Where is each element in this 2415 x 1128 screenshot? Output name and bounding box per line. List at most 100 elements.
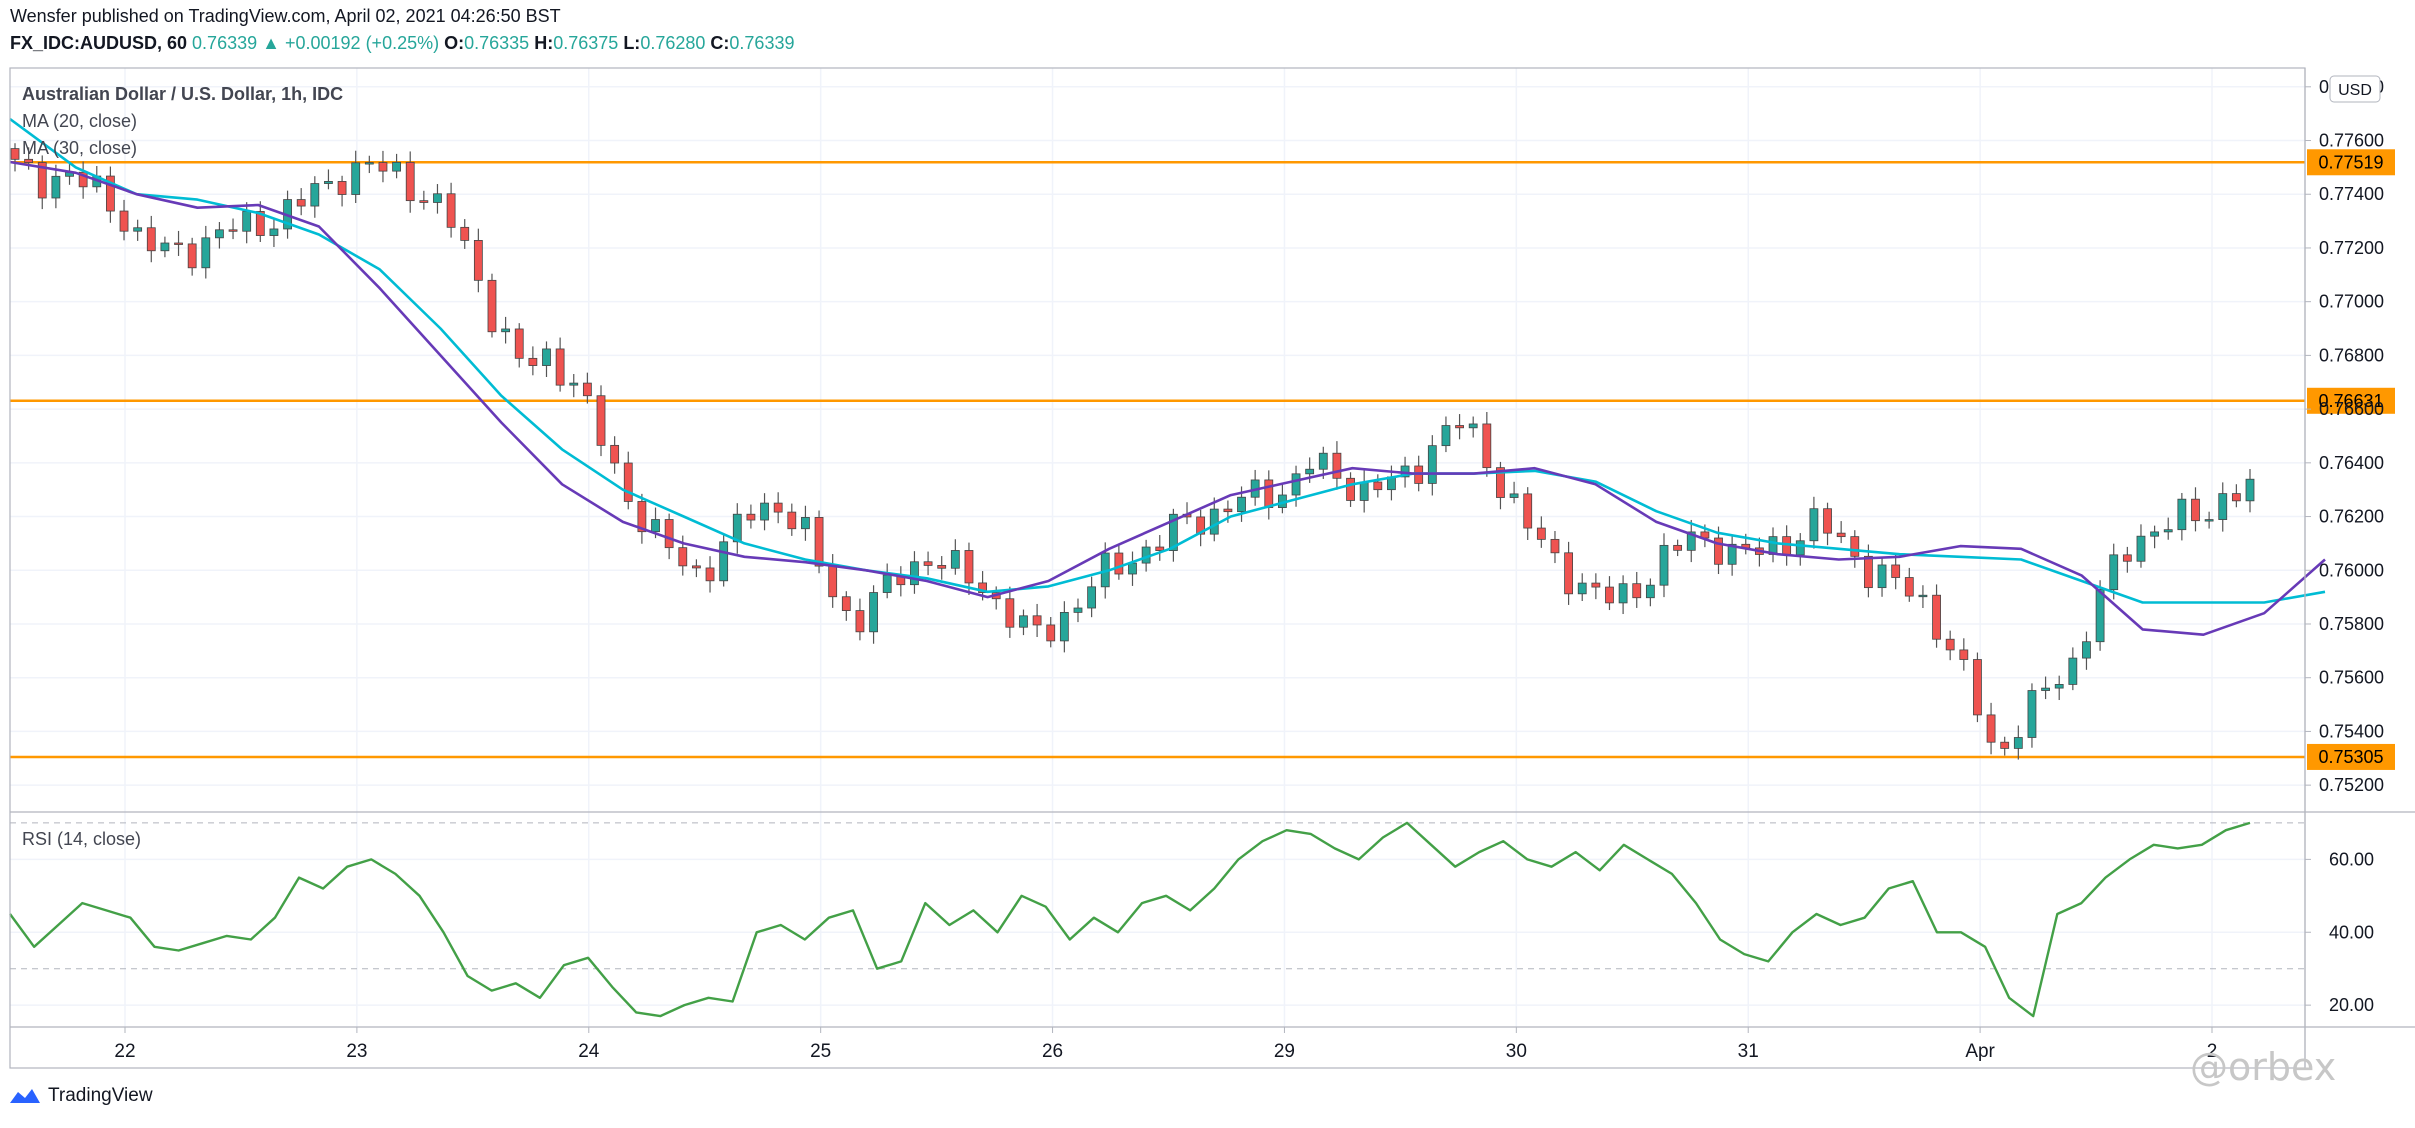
bull-candle xyxy=(1577,582,1587,595)
bear-candle xyxy=(419,200,429,203)
rsi-y-tick-label: 60.00 xyxy=(2329,849,2374,869)
bull-candle xyxy=(1468,423,1478,429)
y-tick-label: 0.75400 xyxy=(2319,721,2384,741)
bull-candle xyxy=(2177,498,2187,531)
x-tick-label: 24 xyxy=(578,1041,600,1062)
bull-candle xyxy=(882,574,892,593)
bull-candle xyxy=(1918,594,1928,598)
bull-candle xyxy=(760,502,769,521)
bull-candle xyxy=(1305,468,1315,475)
bear-candle xyxy=(2191,498,2200,522)
bull-candle xyxy=(2136,535,2146,562)
chart-frame xyxy=(9,67,2415,1069)
bull-candle xyxy=(433,193,442,203)
bull-candle xyxy=(732,513,742,543)
bear-candle xyxy=(773,502,783,513)
bull-candle xyxy=(1059,611,1069,642)
bear-candle xyxy=(1482,423,1492,469)
bear-candle xyxy=(78,171,88,188)
horizontal-levels: 0.77519 0.76631 0.75305 xyxy=(10,149,2395,770)
rsi-pane xyxy=(9,821,2305,1018)
x-tick-label: 29 xyxy=(1274,1041,1295,1062)
y-tick-label: 0.77000 xyxy=(2319,292,2384,312)
bear-candle xyxy=(174,242,183,245)
bear-candle xyxy=(296,199,306,207)
bear-candle xyxy=(1373,481,1383,491)
bull-candle xyxy=(2095,589,2105,643)
x-tick-label: 23 xyxy=(346,1041,367,1062)
symbol-info-line: FX_IDC:AUDUSD, 60 0.76339 ▲ +0.00192 (+0… xyxy=(10,33,794,54)
bull-candle xyxy=(2150,531,2160,537)
level-price-tag xyxy=(2307,387,2395,414)
bear-candle xyxy=(1782,536,1792,556)
bull-candle xyxy=(2054,684,2064,689)
bull-candle xyxy=(51,175,61,199)
bear-candle xyxy=(964,550,974,584)
currency-box xyxy=(2329,75,2381,103)
bull-candle xyxy=(1073,607,1083,613)
bull-candle xyxy=(719,541,729,582)
bear-candle xyxy=(1959,649,1969,660)
bull-candle xyxy=(801,517,810,530)
bear-candle xyxy=(460,226,470,241)
bull-candle xyxy=(160,242,170,252)
bear-candle xyxy=(1550,538,1560,554)
bull-candle xyxy=(2068,657,2078,685)
bear-candle xyxy=(1346,477,1355,501)
open-value: 0.76335 xyxy=(464,33,530,53)
bear-candle xyxy=(1632,583,1642,599)
bear-candle xyxy=(555,348,565,386)
tradingview-logo-icon xyxy=(10,1089,40,1103)
y-tick-label: 0.76800 xyxy=(2319,345,2384,365)
bull-candle xyxy=(950,550,960,569)
bear-candle xyxy=(705,567,715,582)
x-tick-label: 30 xyxy=(1506,1041,1527,1062)
bull-candle xyxy=(2027,690,2037,738)
bear-candle xyxy=(1986,714,1996,743)
close-label: C: xyxy=(710,33,730,53)
bear-candle xyxy=(1891,564,1901,578)
bear-candle xyxy=(610,444,620,464)
bear-candle xyxy=(378,162,388,172)
moving-averages xyxy=(9,117,2326,637)
bear-candle xyxy=(1864,555,1873,589)
legend-ma30: MA (30, close) xyxy=(22,138,137,158)
bull-candle xyxy=(1168,513,1178,551)
low-label: L: xyxy=(623,33,641,53)
bull-candle xyxy=(910,561,919,586)
bull-candle xyxy=(1618,583,1628,604)
bear-candle xyxy=(978,582,987,593)
bear-candle xyxy=(1823,508,1832,534)
symbol-label: FX_IDC:AUDUSD, 60 xyxy=(10,33,188,53)
last-price: 0.76339 xyxy=(192,33,258,53)
bull-candle xyxy=(1128,562,1137,575)
bear-candle xyxy=(855,610,865,633)
y-tick-label: 0.77200 xyxy=(2319,238,2384,258)
bull-candle xyxy=(569,382,579,386)
bear-candle xyxy=(637,501,647,533)
brand-label: TradingView xyxy=(48,1085,153,1106)
footer-brand[interactable]: TradingView xyxy=(8,1085,153,1107)
bear-candle xyxy=(1945,638,1955,651)
bear-candle xyxy=(146,227,156,252)
bear-candle xyxy=(187,243,197,269)
grid xyxy=(10,68,2305,1027)
bear-candle xyxy=(841,596,851,611)
bull-candle xyxy=(1019,615,1028,628)
bear-candle xyxy=(1005,598,1015,628)
bull-candle xyxy=(1645,584,1655,599)
bear-candle xyxy=(1523,493,1533,529)
low-value: 0.76280 xyxy=(640,33,706,53)
y-tick-label: 0.75800 xyxy=(2319,614,2384,634)
bear-candle xyxy=(596,395,606,446)
x-tick-label: 31 xyxy=(1738,1041,1759,1062)
high-value: 0.76375 xyxy=(553,33,619,53)
bear-candle xyxy=(814,517,824,567)
bear-candle xyxy=(528,357,538,366)
bear-candle xyxy=(1564,552,1573,595)
bear-candle xyxy=(664,519,674,549)
price-change: +0.00192 (+0.25%) xyxy=(284,33,440,53)
bear-candle xyxy=(446,193,456,228)
bear-candle xyxy=(473,240,483,281)
